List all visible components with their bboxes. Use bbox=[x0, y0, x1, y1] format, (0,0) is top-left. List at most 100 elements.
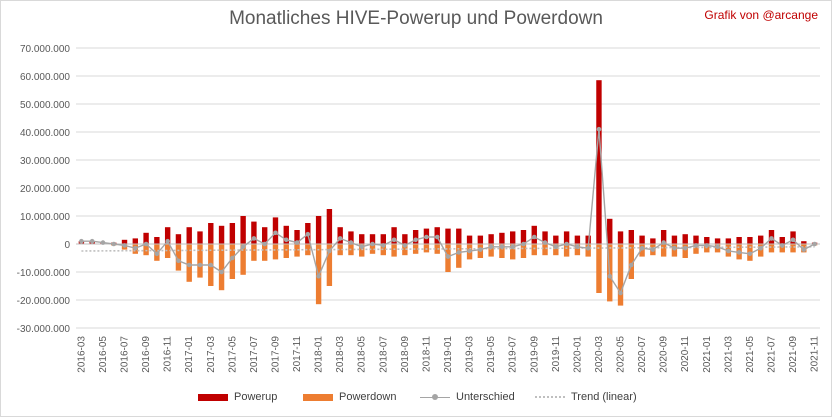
difference-point bbox=[488, 244, 494, 250]
bar-powerup bbox=[208, 223, 214, 244]
bar-powerdown bbox=[229, 244, 236, 279]
difference-point bbox=[391, 237, 397, 243]
bar-powerup bbox=[660, 230, 667, 244]
bar-powerdown bbox=[510, 244, 516, 260]
legend: Powerup Powerdown Unterschied Trend (lin… bbox=[0, 388, 832, 406]
difference-point bbox=[812, 241, 817, 247]
difference-point bbox=[672, 245, 677, 251]
grid-lines bbox=[76, 47, 820, 329]
y-tick-label: 10.000.000 bbox=[20, 212, 70, 223]
difference-point bbox=[165, 238, 170, 244]
difference-point bbox=[456, 250, 462, 255]
bar-powerdown bbox=[326, 244, 333, 286]
difference-line bbox=[79, 126, 817, 296]
bar-powerdown bbox=[434, 244, 440, 254]
difference-point bbox=[337, 236, 343, 241]
bar-powerdown bbox=[617, 244, 624, 306]
bar-powerup bbox=[143, 232, 149, 244]
y-tick-label: 70.000.000 bbox=[20, 44, 70, 55]
bar-powerdown bbox=[574, 244, 581, 256]
bar-powerdown bbox=[693, 244, 699, 254]
bar-powerup bbox=[229, 223, 236, 244]
bar-powerdown bbox=[682, 244, 688, 258]
difference-point bbox=[424, 234, 429, 240]
difference-point bbox=[467, 248, 472, 254]
difference-point bbox=[359, 244, 365, 250]
bar-powerdown bbox=[164, 244, 171, 258]
bar-powerup bbox=[121, 239, 128, 244]
bar-powerdown bbox=[294, 244, 300, 257]
bar-powerup bbox=[218, 225, 225, 244]
difference-point bbox=[327, 248, 332, 254]
bar-powerup bbox=[283, 225, 289, 244]
y-tick-label: 0 bbox=[64, 240, 70, 251]
bar-powerdown bbox=[143, 244, 149, 256]
legend-label-trend: Trend (linear) bbox=[571, 391, 637, 403]
bar-powerdown bbox=[402, 244, 408, 256]
x-tick-label: 2021-05 bbox=[745, 336, 756, 373]
bar-powerup bbox=[650, 238, 656, 244]
bar-powerup bbox=[132, 238, 138, 244]
bar-powerup bbox=[326, 209, 333, 244]
bar-powerdown bbox=[369, 244, 376, 254]
difference-point bbox=[661, 240, 666, 245]
bar-powerdown bbox=[531, 244, 537, 256]
bar-powerup bbox=[585, 235, 591, 244]
bar-powerup bbox=[520, 230, 527, 244]
legend-swatch-powerdown bbox=[303, 393, 333, 401]
bar-powerup bbox=[510, 231, 516, 244]
difference-point bbox=[510, 244, 515, 250]
x-axis-tick-labels: 2016-03 2016-05 2016-07 2016-09 2016-11 2017-… bbox=[76, 336, 820, 373]
bar-powerup bbox=[445, 228, 451, 244]
x-tick-label: 2017-05 bbox=[227, 336, 238, 373]
x-tick-label: 2017-11 bbox=[292, 336, 303, 372]
x-tick-label: 2020-09 bbox=[659, 336, 670, 373]
bar-powerup bbox=[542, 231, 548, 244]
difference-point bbox=[585, 245, 591, 251]
difference-point bbox=[531, 234, 537, 240]
bar-powerup bbox=[186, 227, 192, 244]
difference-point bbox=[575, 244, 580, 250]
bar-powerup bbox=[315, 216, 322, 244]
bar-powerdown bbox=[251, 244, 257, 261]
difference-point bbox=[521, 241, 526, 247]
difference-point bbox=[273, 230, 278, 236]
bar-powerdown bbox=[391, 244, 397, 257]
y-tick-label: 50.000.000 bbox=[20, 100, 70, 111]
bar-powerup bbox=[294, 230, 300, 244]
bar-powerup bbox=[154, 237, 160, 244]
difference-point bbox=[176, 258, 181, 264]
x-tick-label: 2018-01 bbox=[314, 336, 325, 373]
bar-powerdown bbox=[456, 244, 462, 268]
y-tick-label: 60.000.000 bbox=[20, 72, 70, 83]
difference-point bbox=[726, 248, 731, 254]
bar-powerdown bbox=[359, 244, 365, 257]
x-tick-label: 2016-09 bbox=[141, 336, 152, 373]
bar-powerdown bbox=[305, 244, 311, 256]
difference-point bbox=[564, 241, 569, 247]
difference-point bbox=[348, 240, 354, 245]
difference-point bbox=[790, 237, 796, 243]
x-tick-label: 2016-03 bbox=[76, 336, 87, 373]
bar-powerup bbox=[671, 235, 678, 244]
bar-powerup bbox=[456, 228, 462, 244]
bar-powerdown bbox=[240, 244, 246, 275]
x-tick-label: 2021-01 bbox=[702, 336, 713, 373]
bar-powerdown bbox=[272, 244, 279, 260]
y-axis-tick-labels: 70.000.000 60.000.000 50.000.000 40.000.000… bbox=[17, 44, 71, 335]
x-tick-label: 2019-05 bbox=[486, 336, 497, 373]
x-tick-label: 2016-07 bbox=[120, 336, 131, 373]
x-tick-label: 2018-09 bbox=[400, 336, 411, 373]
difference-point bbox=[639, 245, 645, 251]
difference-point bbox=[607, 273, 613, 279]
legend-item-trend: Trend (linear) bbox=[535, 388, 637, 406]
difference-point bbox=[478, 247, 483, 252]
x-tick-label: 2018-03 bbox=[335, 336, 346, 373]
bar-powerup bbox=[402, 234, 408, 244]
x-tick-label: 2021-03 bbox=[723, 336, 734, 373]
x-tick-label: 2017-09 bbox=[270, 336, 281, 373]
difference-point bbox=[758, 245, 763, 251]
legend-swatch-trend bbox=[535, 396, 565, 398]
bar-powerdown bbox=[175, 244, 182, 271]
y-tick-label: -20.000.000 bbox=[17, 296, 71, 307]
